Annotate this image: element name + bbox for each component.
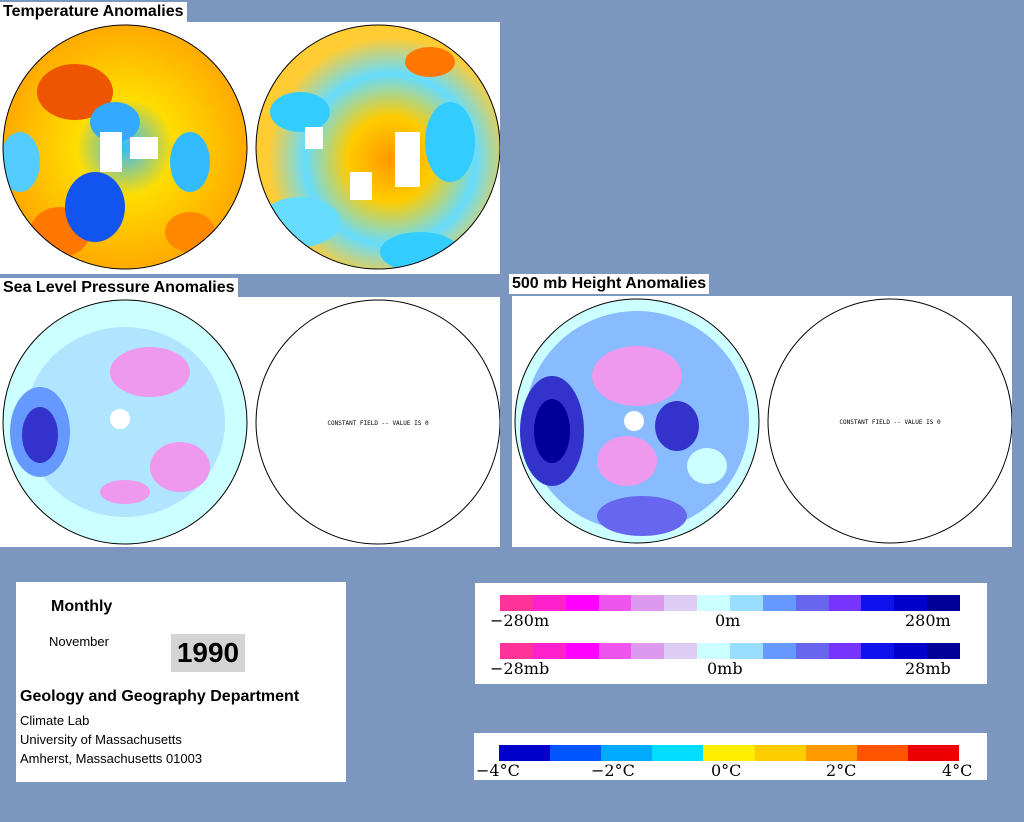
slp-anomalies-title: Sea Level Pressure Anomalies — [0, 278, 238, 298]
sh-height-globe — [767, 298, 1012, 544]
color-swatch — [762, 595, 796, 611]
color-swatch — [532, 643, 566, 659]
address-line-1: Climate Lab — [20, 713, 90, 728]
temperature-color-bar — [499, 745, 959, 761]
temperature-globes — [2, 24, 500, 270]
temperature-panel — [0, 22, 500, 274]
sh-slp-globe — [255, 299, 500, 545]
color-swatch — [828, 643, 862, 659]
temperature-tick: −2°C — [591, 761, 635, 780]
color-swatch — [795, 643, 829, 659]
color-swatch — [631, 595, 665, 611]
color-swatch — [697, 595, 731, 611]
temperature-tick: 0°C — [711, 761, 742, 780]
color-swatch — [500, 643, 533, 659]
address-line-3: Amherst, Massachusetts 01003 — [20, 751, 203, 766]
pressure-scale-max: 28mb — [905, 659, 951, 678]
temperature-scale-box: −4°C −2°C 0°C 2°C 4°C — [474, 733, 987, 780]
color-swatch — [664, 595, 698, 611]
color-swatch — [805, 745, 857, 761]
color-swatch — [828, 595, 862, 611]
info-box: Monthly November 1990 Geology and Geogra… — [16, 582, 346, 782]
slp-panel: CONSTANT FIELD -- VALUE IS 0 — [0, 297, 500, 547]
color-swatch — [703, 745, 755, 761]
color-swatch — [500, 595, 533, 611]
temperature-tick: 2°C — [826, 761, 857, 780]
year-badge: 1990 — [171, 634, 245, 672]
color-swatch — [601, 745, 653, 761]
color-swatch — [565, 643, 599, 659]
color-swatch — [907, 745, 959, 761]
color-swatch — [664, 643, 698, 659]
color-swatch — [927, 595, 961, 611]
anomaly-scale-box: −280m 0m 280m −28mb 0mb 28mb — [475, 583, 987, 684]
color-swatch — [861, 595, 895, 611]
height-scale-center: 0m — [715, 611, 741, 630]
color-swatch — [598, 595, 632, 611]
temperature-tick: 4°C — [942, 761, 973, 780]
nh-temperature-globe — [3, 25, 247, 269]
color-swatch — [730, 595, 763, 611]
nh-height-globe — [515, 299, 759, 543]
color-swatch — [499, 745, 551, 761]
slp-constant-field-label: CONSTANT FIELD -- VALUE IS 0 — [327, 420, 429, 427]
temperature-tick: −4°C — [476, 761, 520, 780]
department-label: Geology and Geography Department — [20, 688, 300, 705]
color-swatch — [697, 643, 731, 659]
color-swatch — [894, 595, 928, 611]
color-swatch — [754, 745, 806, 761]
period-label: Monthly — [51, 598, 113, 615]
height-color-bar — [500, 595, 961, 611]
pressure-color-bar — [500, 643, 961, 659]
address-line-2: University of Massachusetts — [20, 732, 182, 747]
color-swatch — [894, 643, 928, 659]
pressure-scale-center: 0mb — [707, 659, 743, 678]
sh-temperature-globe — [256, 25, 500, 269]
color-swatch — [927, 643, 961, 659]
pressure-scale-min: −28mb — [490, 659, 550, 678]
color-swatch — [652, 745, 704, 761]
height-scale-min: −280m — [490, 611, 550, 630]
color-swatch — [730, 643, 763, 659]
color-swatch — [598, 643, 632, 659]
color-swatch — [550, 745, 602, 761]
nh-slp-globe — [3, 300, 247, 544]
color-swatch — [795, 595, 829, 611]
color-swatch — [861, 643, 895, 659]
color-swatch — [565, 595, 599, 611]
slp-globes: CONSTANT FIELD -- VALUE IS 0 — [2, 299, 500, 545]
color-swatch — [532, 595, 566, 611]
height-anomalies-title: 500 mb Height Anomalies — [509, 274, 710, 294]
color-swatch — [631, 643, 665, 659]
height-globes: CONSTANT FIELD -- VALUE IS 0 — [514, 298, 1012, 544]
temperature-anomalies-title: Temperature Anomalies — [0, 2, 187, 22]
height-panel: CONSTANT FIELD -- VALUE IS 0 — [512, 296, 1012, 547]
month-label: November — [49, 634, 109, 649]
height-constant-field-label: CONSTANT FIELD -- VALUE IS 0 — [839, 419, 941, 426]
color-swatch — [856, 745, 908, 761]
height-scale-max: 280m — [905, 611, 951, 630]
color-swatch — [762, 643, 796, 659]
